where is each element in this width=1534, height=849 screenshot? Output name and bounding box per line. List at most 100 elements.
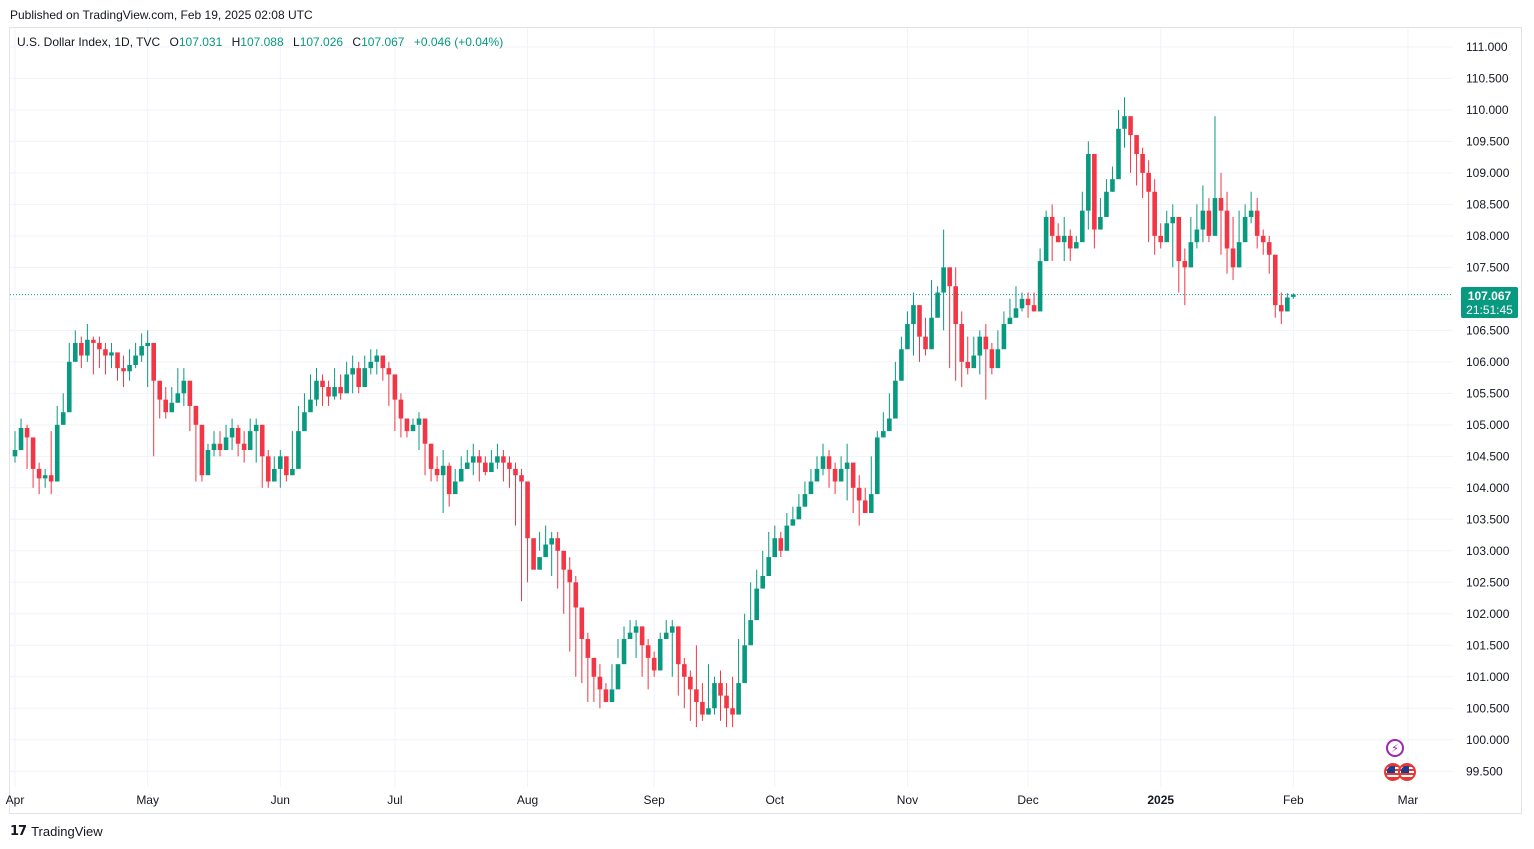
candle[interactable] (832, 462, 838, 495)
candle[interactable] (760, 550, 766, 589)
candle[interactable] (911, 292, 916, 356)
candle[interactable] (109, 342, 114, 369)
candle[interactable] (639, 626, 645, 677)
lightning-icon[interactable]: ⚡ (1386, 739, 1404, 757)
candle[interactable] (151, 342, 156, 457)
candle[interactable] (501, 450, 506, 482)
candle[interactable] (66, 342, 72, 413)
candle[interactable] (1061, 216, 1067, 262)
candle[interactable] (941, 229, 946, 331)
footer-brand[interactable]: 𝟭𝟳 TradingView (10, 823, 103, 839)
candle[interactable] (537, 531, 542, 570)
candle[interactable] (905, 311, 910, 350)
candle[interactable] (868, 456, 874, 514)
candle[interactable] (446, 462, 452, 507)
candle[interactable] (1152, 179, 1157, 255)
candle[interactable] (1206, 198, 1212, 243)
candle[interactable] (489, 450, 494, 473)
candle[interactable] (893, 361, 898, 419)
candle[interactable] (899, 336, 904, 381)
candle[interactable] (700, 683, 705, 721)
candle[interactable] (380, 355, 386, 381)
candle[interactable] (42, 468, 48, 488)
candle[interactable] (308, 374, 313, 413)
candle[interactable] (302, 393, 307, 432)
candle[interactable] (1019, 292, 1025, 312)
candle[interactable] (464, 450, 470, 469)
candle[interactable] (965, 336, 971, 375)
candle[interactable] (844, 443, 850, 501)
candle[interactable] (1188, 216, 1194, 268)
candle[interactable] (18, 418, 24, 451)
candle[interactable] (428, 443, 434, 482)
candle[interactable] (1001, 311, 1007, 350)
candle[interactable] (1067, 229, 1073, 262)
candle[interactable] (229, 418, 235, 451)
candle[interactable] (814, 456, 820, 482)
candle[interactable] (917, 305, 922, 362)
candle[interactable] (591, 657, 597, 702)
candle[interactable] (241, 431, 247, 463)
candle[interactable] (284, 456, 289, 482)
candles[interactable] (12, 97, 1296, 728)
candle[interactable] (1037, 248, 1043, 312)
candle[interactable] (458, 456, 464, 482)
candle[interactable] (470, 443, 476, 476)
candle[interactable] (30, 437, 36, 488)
candle[interactable] (320, 374, 325, 406)
candle[interactable] (374, 349, 380, 375)
candle[interactable] (235, 424, 241, 457)
candle[interactable] (1134, 135, 1139, 186)
candle[interactable] (977, 330, 983, 375)
candle[interactable] (579, 607, 585, 684)
candle[interactable] (935, 286, 940, 318)
candle[interactable] (953, 267, 958, 381)
candle[interactable] (766, 531, 772, 576)
candle[interactable] (1212, 116, 1218, 236)
candle[interactable] (139, 333, 144, 362)
candle[interactable] (1236, 210, 1242, 268)
candle[interactable] (187, 380, 193, 432)
candle[interactable] (133, 342, 138, 369)
candle[interactable] (688, 670, 693, 721)
candle[interactable] (718, 670, 723, 721)
candle[interactable] (1279, 292, 1284, 325)
candle[interactable] (531, 538, 536, 570)
candle[interactable] (1218, 172, 1224, 255)
candle[interactable] (121, 355, 126, 388)
candle[interactable] (1104, 179, 1109, 217)
candle[interactable] (338, 374, 343, 400)
candle[interactable] (1248, 191, 1254, 224)
candle[interactable] (1260, 229, 1266, 255)
candle[interactable] (163, 387, 169, 419)
candle[interactable] (103, 342, 108, 375)
candle[interactable] (79, 336, 84, 369)
candle[interactable] (416, 412, 422, 451)
candle[interactable] (1182, 248, 1188, 306)
candle[interactable] (555, 531, 560, 589)
candle[interactable] (1080, 191, 1085, 243)
candle[interactable] (278, 450, 283, 488)
candle[interactable] (772, 525, 778, 558)
candle[interactable] (778, 531, 784, 558)
candle[interactable] (24, 424, 30, 469)
candle[interactable] (959, 311, 965, 388)
candle[interactable] (712, 676, 717, 715)
candle[interactable] (597, 664, 603, 709)
candle[interactable] (296, 405, 301, 469)
candle[interactable] (1200, 185, 1206, 243)
candle[interactable] (808, 468, 814, 495)
candle[interactable] (609, 664, 615, 702)
candle[interactable] (567, 557, 573, 652)
candle[interactable] (754, 569, 759, 621)
candle[interactable] (1098, 198, 1103, 230)
candle[interactable] (97, 336, 102, 369)
candle[interactable] (483, 456, 488, 476)
candle[interactable] (923, 317, 928, 356)
candle[interactable] (452, 468, 458, 495)
candle[interactable] (1164, 210, 1170, 243)
candle[interactable] (350, 355, 355, 394)
candle[interactable] (48, 431, 54, 495)
candle[interactable] (682, 657, 687, 709)
candle[interactable] (706, 664, 711, 715)
